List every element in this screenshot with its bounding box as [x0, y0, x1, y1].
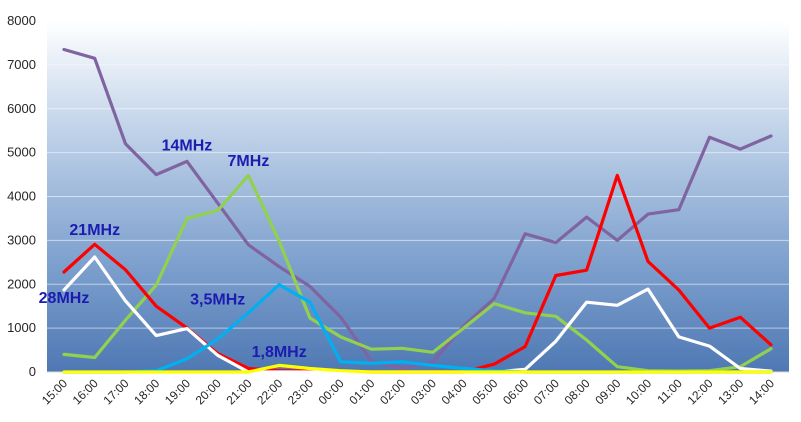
x-tick-label: 17:00	[100, 376, 131, 407]
x-tick-label: 14:00	[746, 376, 777, 407]
x-tick-label: 13:00	[715, 376, 746, 407]
series-label: 21MHz	[69, 222, 120, 239]
x-tick-label: 00:00	[316, 376, 347, 407]
y-tick-label: 4000	[7, 189, 36, 204]
x-tick-label: 23:00	[285, 376, 316, 407]
x-axis: 15:00 16:00 17:00 18:00 19:00 20:00 21:00 22:00…	[39, 376, 777, 407]
x-tick-label: 22:00	[254, 376, 285, 407]
x-tick-label: 16:00	[70, 376, 101, 407]
x-tick-label: 03:00	[408, 376, 439, 407]
x-tick-label: 02:00	[377, 376, 408, 407]
series-label: 7MHz	[228, 153, 270, 170]
y-tick-label: 0	[29, 364, 36, 379]
y-axis: 0 1000 2000 3000 4000 5000 6000 7000 8000	[7, 13, 36, 379]
x-tick-label: 11:00	[654, 376, 685, 407]
x-tick-label: 21:00	[223, 376, 254, 407]
series-label: 14MHz	[162, 137, 213, 154]
x-tick-label: 06:00	[500, 376, 531, 407]
series-label: 28MHz	[39, 290, 90, 307]
series-line-1-8mhz	[62, 363, 773, 374]
x-tick-label: 08:00	[562, 376, 593, 407]
y-tick-label: 1000	[7, 320, 36, 335]
x-tick-label: 19:00	[162, 376, 193, 407]
x-tick-label: 12:00	[685, 376, 716, 407]
x-tick-label: 01:00	[346, 376, 377, 407]
x-tick-label: 09:00	[592, 376, 623, 407]
series-lines	[62, 47, 773, 374]
series-labels: 14MHz 7MHz 21MHz 28MHz 3,5MHz 1,8MHz	[39, 137, 307, 361]
y-tick-label: 7000	[7, 57, 36, 72]
x-tick-label: 07:00	[531, 376, 562, 407]
y-tick-label: 5000	[7, 145, 36, 160]
x-tick-label: 10:00	[623, 376, 654, 407]
x-tick-label: 20:00	[193, 376, 224, 407]
y-tick-label: 8000	[7, 13, 36, 28]
x-tick-label: 04:00	[439, 376, 470, 407]
x-tick-label: 15:00	[39, 376, 70, 407]
series-label: 1,8MHz	[252, 344, 307, 361]
x-tick-label: 05:00	[469, 376, 500, 407]
x-tick-label: 18:00	[131, 376, 162, 407]
y-tick-label: 2000	[7, 276, 36, 291]
y-tick-label: 3000	[7, 232, 36, 247]
series-label: 3,5MHz	[190, 291, 245, 308]
y-tick-label: 6000	[7, 101, 36, 116]
